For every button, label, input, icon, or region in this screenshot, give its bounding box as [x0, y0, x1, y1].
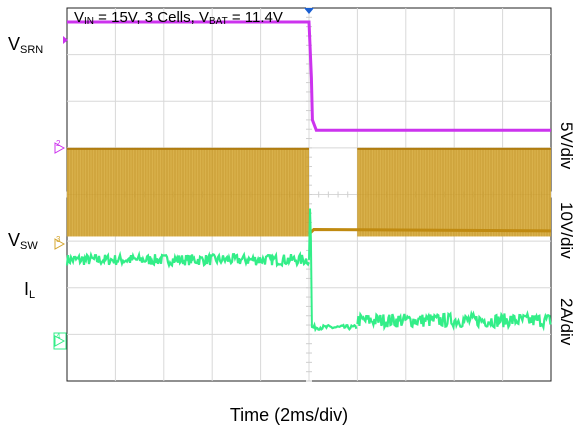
channel-2-marker: 2: [54, 139, 66, 154]
x-axis-label: Time (2ms/div): [229, 405, 349, 425]
channel-4-marker: 4: [53, 332, 67, 350]
vsw-scale-label: 10V/div: [557, 202, 576, 259]
vsrn-channel-label: VSRN: [8, 34, 44, 56]
vsw-channel-label: VSW: [8, 230, 38, 252]
vsrn-scale-label: 5V/div: [557, 122, 576, 170]
trace-i-l: [65, 208, 552, 333]
marker-arrow: [54, 238, 66, 250]
marker-number: 2: [56, 139, 61, 148]
noisy-segment: [310, 321, 358, 333]
series-line: [67, 20, 551, 132]
channel-1-offset-marker: [63, 35, 68, 44]
trigger-marker: [304, 8, 314, 14]
trace-v-srn: [67, 20, 551, 132]
switching-band: [357, 147, 551, 237]
plot-traces: [65, 20, 552, 333]
chart-title: VIN = 15V, 3 Cells, VBAT = 11.4V: [74, 9, 283, 27]
channel-markers: 2 3 4: [53, 8, 314, 350]
il-scale-label: 2A/div: [557, 298, 576, 346]
marker-number: 3: [56, 235, 61, 244]
transition-edge: [308, 208, 313, 328]
channel-3-marker: 3: [54, 235, 66, 250]
noisy-segment: [65, 250, 311, 269]
marker-number: 4: [56, 332, 61, 341]
switching-band: [67, 147, 309, 237]
marker-arrow: [54, 142, 66, 154]
trace-v-sw: [66, 147, 552, 237]
switching-edges: [357, 147, 550, 237]
noisy-segment: [356, 309, 552, 332]
il-channel-label: IL: [24, 279, 36, 301]
marker-box: [53, 332, 67, 350]
switching-edges: [66, 147, 309, 237]
marker-arrow: [54, 335, 66, 347]
